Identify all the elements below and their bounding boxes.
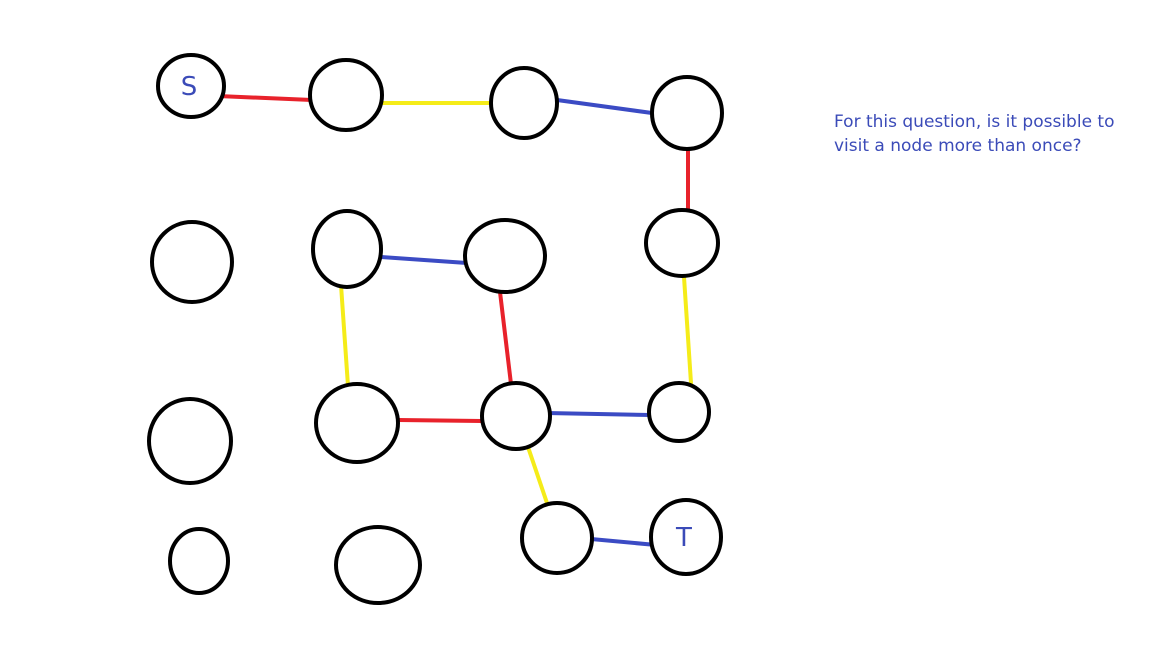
edge-n14-T	[589, 537, 658, 547]
node-circle	[314, 382, 400, 464]
node-circle	[480, 381, 552, 451]
node-n7	[644, 208, 720, 278]
node-S: S	[156, 53, 226, 119]
node-circle	[156, 53, 226, 119]
nodes-layer: ST	[147, 53, 724, 605]
node-n11	[647, 381, 711, 443]
edge-n5-n6	[379, 255, 469, 265]
edge-n5-n9	[339, 283, 350, 388]
node-n2	[308, 58, 384, 132]
node-circle	[647, 381, 711, 443]
node-circle	[650, 75, 724, 151]
node-n10	[480, 381, 552, 451]
node-T: T	[649, 498, 723, 576]
node-n14	[520, 501, 594, 575]
question-text: For this question, is it possible to vis…	[834, 110, 1134, 158]
edges-layer	[216, 94, 693, 547]
node-circle	[311, 209, 383, 289]
node-n15	[334, 525, 422, 605]
node-circle	[649, 498, 723, 576]
question-line-1: For this question, is it possible to	[834, 112, 1115, 132]
node-circle	[489, 66, 559, 140]
node-n13	[168, 527, 230, 595]
node-n9	[314, 382, 400, 464]
node-n3	[489, 66, 559, 140]
node-circle	[168, 527, 230, 595]
node-label-S: S	[181, 72, 198, 102]
node-n4	[650, 75, 724, 151]
edge-n10-n14	[526, 445, 550, 508]
node-n6	[463, 218, 547, 294]
node-circle	[308, 58, 384, 132]
node-circle	[644, 208, 720, 278]
node-circle	[150, 220, 234, 304]
node-circle	[334, 525, 422, 605]
edge-n9-n10	[396, 418, 484, 423]
edge-n6-n10	[498, 290, 513, 386]
node-n12	[147, 397, 233, 485]
node-circle	[147, 397, 233, 485]
node-label-T: T	[675, 523, 692, 553]
node-circle	[520, 501, 594, 575]
edge-n3-n4	[555, 98, 654, 115]
node-circle	[463, 218, 547, 294]
edge-n7-n11	[682, 275, 693, 385]
edge-n10-n11	[544, 411, 652, 417]
node-n5	[311, 209, 383, 289]
edge-S-n2	[216, 94, 314, 102]
node-n8	[150, 220, 234, 304]
question-line-2: visit a node more than once?	[834, 136, 1082, 156]
